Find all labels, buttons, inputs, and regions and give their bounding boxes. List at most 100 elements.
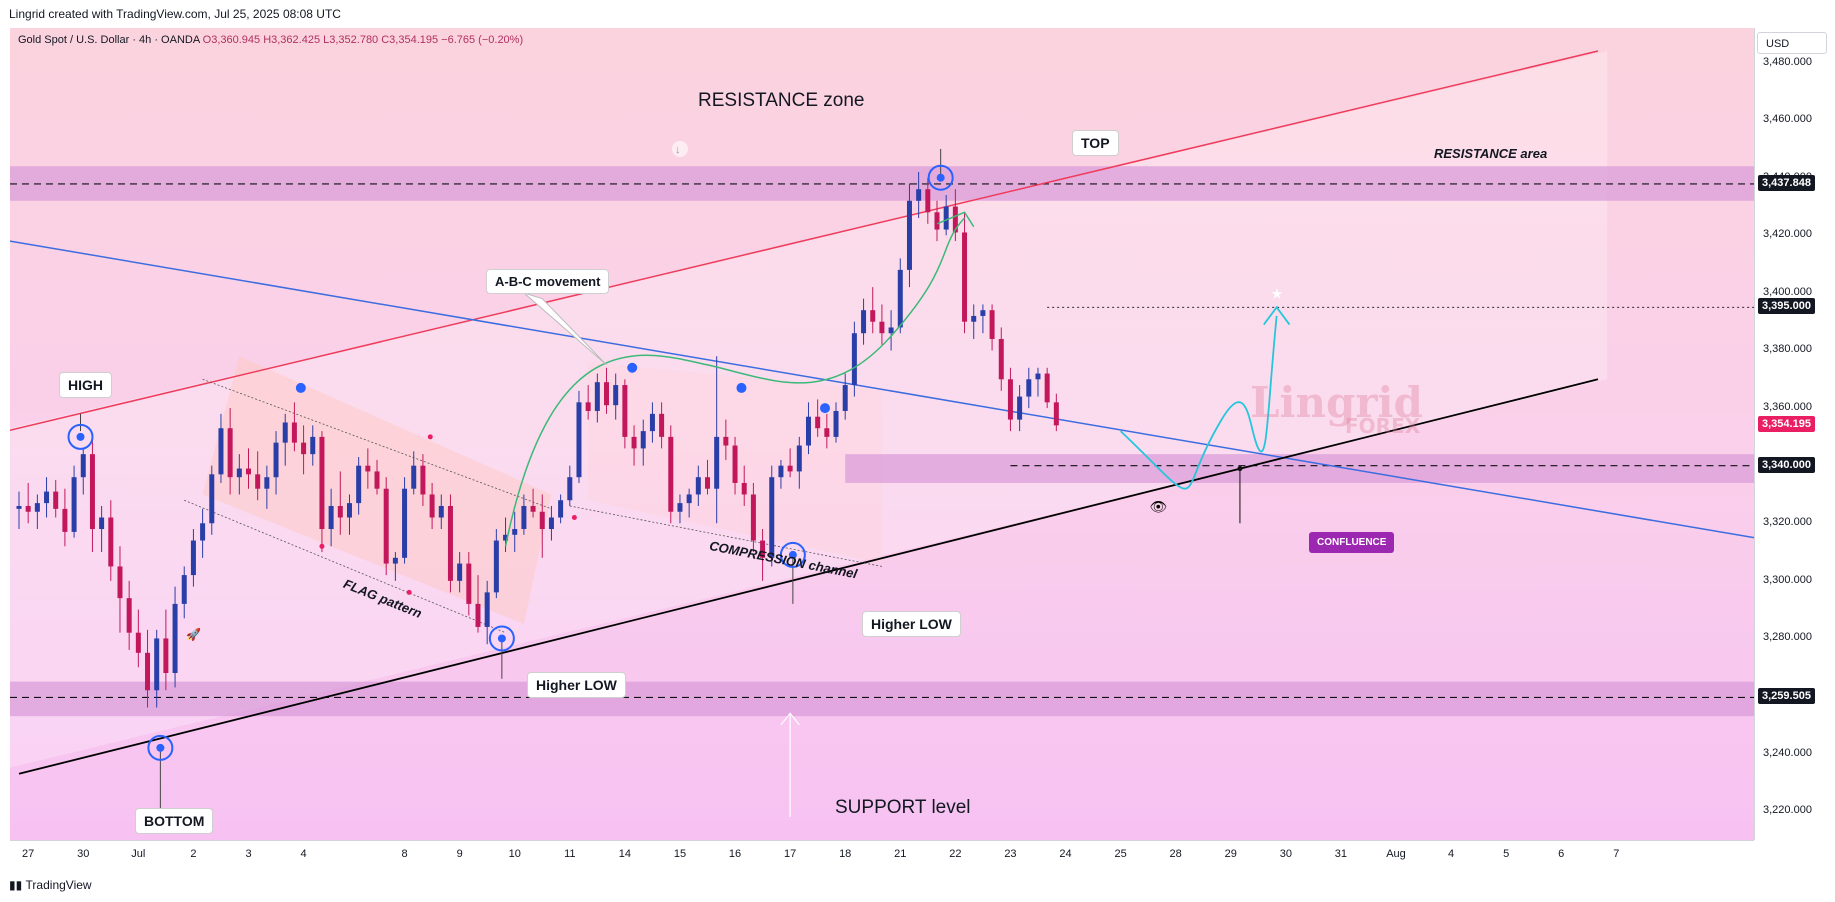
time-tick-label: 5 — [1503, 848, 1510, 860]
time-tick-label: 9 — [456, 848, 463, 860]
abc-movement-callout: A-B-C movement — [486, 269, 610, 294]
candle-body — [686, 494, 692, 504]
candle-body — [62, 508, 68, 532]
higher-low-2-pivot-ring — [779, 541, 806, 568]
ascending-resistance-line — [10, 50, 1599, 432]
flag-touch-point-1 — [319, 543, 325, 549]
chart-credit: Lingrid created with TradingView.com, Ju… — [9, 7, 341, 21]
time-axis[interactable]: 27 30 Jul 2 3 4 8 9 10 11 14 15 16 17 18 21 22 23 24 25 28 29… — [10, 840, 1754, 869]
candle-body — [53, 491, 59, 509]
candle-body — [824, 428, 830, 437]
candle-body — [778, 465, 784, 478]
resistance-zone-label: RESISTANCE zone — [698, 90, 865, 111]
price-tick-label: 3,220.000 — [1763, 804, 1812, 817]
descending-trend-line — [10, 240, 1754, 539]
candle-body — [585, 402, 591, 411]
candle-body — [980, 310, 986, 316]
confluence-zone-band — [845, 454, 1754, 483]
candle-body — [723, 436, 729, 446]
candle-body — [971, 315, 977, 322]
candle-body — [429, 494, 435, 518]
candle-body — [484, 592, 490, 627]
candle-body — [604, 382, 610, 406]
candle-body — [1053, 402, 1059, 426]
ascending-support-line — [18, 378, 1599, 775]
candle-body — [558, 500, 564, 518]
arrow-down-icon — [671, 140, 688, 157]
candle-body — [117, 566, 123, 599]
projection-arrow-head — [1263, 305, 1291, 326]
flag-touch-point-0 — [427, 434, 433, 440]
high-callout: HIGH — [59, 372, 112, 398]
rocket-icon: 🚀 — [186, 627, 201, 641]
candle-body — [200, 523, 206, 541]
candle-body — [44, 491, 50, 504]
candle-body — [356, 465, 362, 504]
tradingview-logo-icon: ▮▮ — [9, 878, 26, 892]
candle-body — [512, 529, 518, 535]
candle-body — [622, 385, 628, 437]
time-tick-label: 6 — [1558, 848, 1565, 860]
price-level-tag: 3,259.505 — [1758, 688, 1815, 705]
candle-body — [521, 505, 527, 530]
time-tick-label: 16 — [728, 848, 742, 860]
time-tick-label: 4 — [300, 848, 307, 860]
higher-low-1-pivot-ring — [488, 625, 515, 652]
price-level-tag: 3,395.000 — [1758, 298, 1815, 315]
support-level-label: SUPPORT level — [835, 797, 971, 818]
price-tick-label: 3,480.000 — [1763, 55, 1812, 68]
candle-body — [1035, 373, 1041, 380]
price-tick-label: 3,400.000 — [1763, 285, 1812, 298]
tradingview-brand[interactable]: ▮▮ TradingView — [9, 878, 92, 892]
candle-body — [613, 385, 619, 406]
candle-body — [282, 422, 288, 443]
candle-body — [705, 477, 710, 489]
candle-body — [457, 563, 463, 581]
candle-body — [567, 477, 573, 501]
candle-body — [227, 428, 233, 478]
trend-touch-point-2 — [736, 382, 747, 393]
header-bar: Lingrid created with TradingView.com, Ju… — [0, 0, 1835, 28]
footer-bar: ▮▮ TradingView — [0, 868, 1835, 902]
candle-body — [1007, 379, 1013, 420]
bottom-pivot-dot — [156, 743, 165, 752]
abc-callout-pointer — [523, 292, 607, 366]
candle-body — [25, 505, 31, 512]
candle-body — [815, 416, 821, 429]
price-tick-label: 3,300.000 — [1763, 573, 1812, 586]
chart-svg[interactable]: ★ 👁 🚀 ↓ — [10, 28, 1754, 840]
flag-touch-point-3 — [571, 515, 577, 521]
candle-body — [172, 603, 178, 673]
bottom-pivot-ring — [147, 734, 174, 761]
candle-body — [337, 505, 343, 518]
candle-body — [475, 603, 481, 627]
candle-body — [714, 436, 720, 489]
top-pivot-dot — [936, 173, 945, 182]
currency-selector[interactable]: USD — [1757, 32, 1827, 54]
flag-touch-point-2 — [406, 589, 412, 595]
candle-body — [750, 494, 756, 541]
price-tick-label: 3,240.000 — [1763, 746, 1812, 759]
time-tick-label: Aug — [1386, 848, 1406, 860]
time-tick-label: 30 — [77, 848, 90, 860]
trend-touch-point-1 — [627, 362, 638, 373]
candle-body — [209, 474, 215, 524]
chart-plot-area[interactable]: ★ 👁 🚀 ↓ — [10, 28, 1754, 840]
higher-low-1-pivot-dot — [497, 634, 506, 643]
time-tick-label: 17 — [783, 848, 797, 860]
candle-body — [236, 468, 242, 478]
candle-body — [842, 385, 848, 411]
candle-body — [695, 477, 701, 495]
candle-body — [273, 442, 279, 478]
candle-body — [888, 327, 894, 334]
candle-body — [741, 482, 747, 495]
candle-body — [897, 269, 903, 328]
candle-body — [539, 511, 545, 530]
candle-body — [668, 436, 674, 512]
candle-body — [833, 410, 839, 437]
candle-body — [80, 454, 86, 478]
price-axis[interactable]: 3,220.0003,240.0003,260.0003,280.0003,30… — [1754, 28, 1835, 840]
candle-body — [906, 200, 912, 270]
candle-body — [34, 503, 40, 512]
time-tick-label: 10 — [508, 848, 521, 860]
